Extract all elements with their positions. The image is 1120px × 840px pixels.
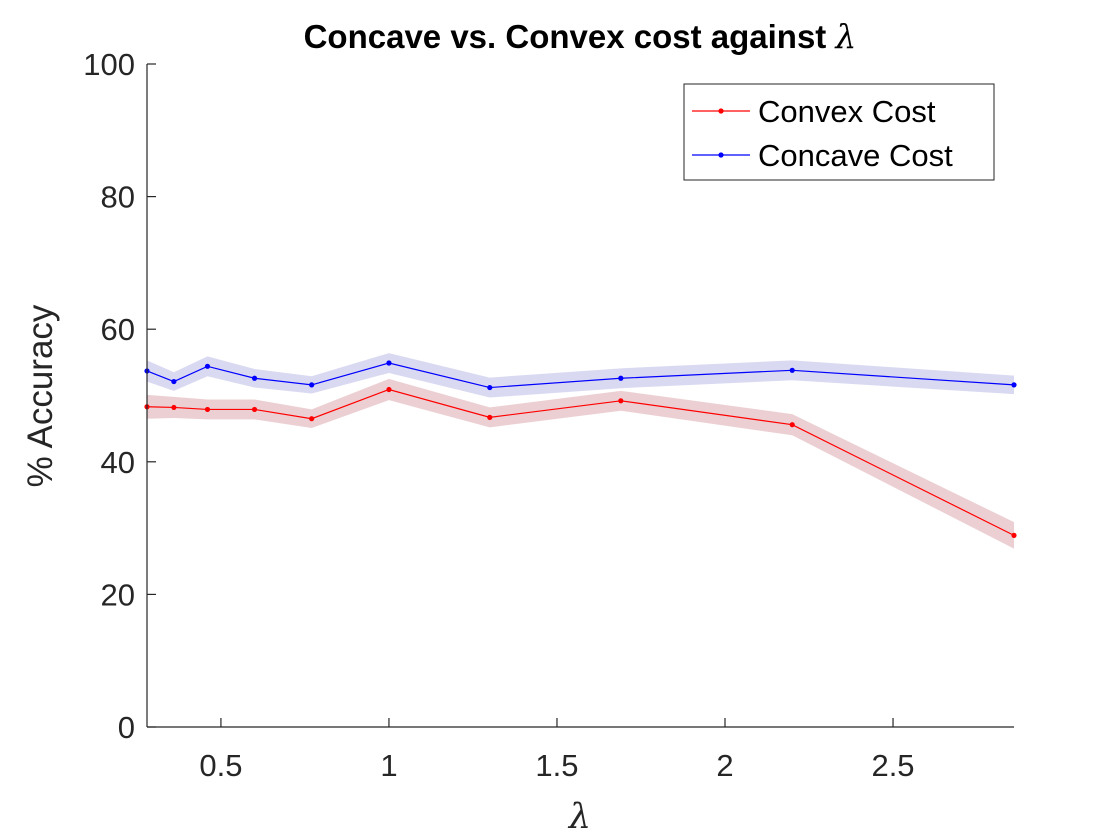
convex-cost-point: [1011, 532, 1017, 538]
concave-cost-point: [487, 384, 493, 391]
convex-cost-band: [147, 378, 1014, 549]
y-axis-label: % Accuracy: [21, 304, 60, 487]
legend-convex-cost-label: Convex Cost: [758, 94, 936, 129]
legend-box: [683, 83, 995, 181]
concave-cost-band: [147, 353, 1014, 398]
y-tick-label: 20: [101, 577, 135, 612]
convex-cost-point: [789, 422, 795, 428]
concave-cost-point: [789, 367, 795, 373]
tick-labels: 0 20 40 60 80 100 0.5 1 1.5 2 2.5: [83, 47, 914, 783]
convex-cost-line: [146, 388, 1015, 536]
concave-cost-point: [386, 360, 392, 366]
confidence-bands: [147, 353, 1014, 549]
convex-cost-point: [171, 404, 177, 411]
convex-cost-point: [386, 386, 392, 393]
legend: Convex Cost Concave Cost: [683, 83, 995, 181]
x-tick-label: 2.5: [871, 748, 914, 783]
chart-title-symbol: λ: [833, 17, 856, 56]
legend-convex-cost-marker: [718, 108, 724, 114]
concave-cost-point: [251, 375, 258, 381]
convex-cost-point: [204, 406, 211, 413]
x-tick-label: 1: [380, 748, 397, 783]
convex-cost-point: [487, 414, 493, 420]
x-axis-label: λ: [567, 797, 591, 837]
chart-title: Concave vs. Convex cost against λ: [304, 17, 857, 56]
axes: [146, 63, 1014, 728]
y-tick-label: 80: [101, 180, 135, 215]
series-lines: [146, 362, 1015, 536]
concave-cost-point: [618, 375, 624, 381]
legend-concave-cost-label: Concave Cost: [758, 138, 953, 173]
concave-cost-point: [204, 363, 211, 369]
concave-cost-point: [171, 378, 177, 385]
convex-cost-point: [251, 406, 258, 413]
series-points: [144, 360, 1017, 538]
x-tick-label: 1.5: [535, 748, 578, 783]
convex-cost-point: [309, 416, 315, 422]
legend-concave-cost-marker: [718, 152, 724, 158]
y-tick-label: 40: [101, 445, 135, 480]
concave-cost-point: [309, 382, 315, 388]
chart-title-text: Concave vs. Convex cost against: [304, 18, 827, 55]
convex-cost-point: [618, 398, 624, 404]
y-tick-label: 60: [101, 312, 135, 347]
concave-cost-point: [1011, 382, 1017, 388]
x-tick-label: 2: [716, 748, 733, 783]
concave-cost-line: [146, 362, 1015, 389]
x-tick-label: 0.5: [199, 748, 242, 783]
y-tick-label: 100: [83, 47, 135, 82]
y-tick-label: 0: [118, 710, 135, 745]
